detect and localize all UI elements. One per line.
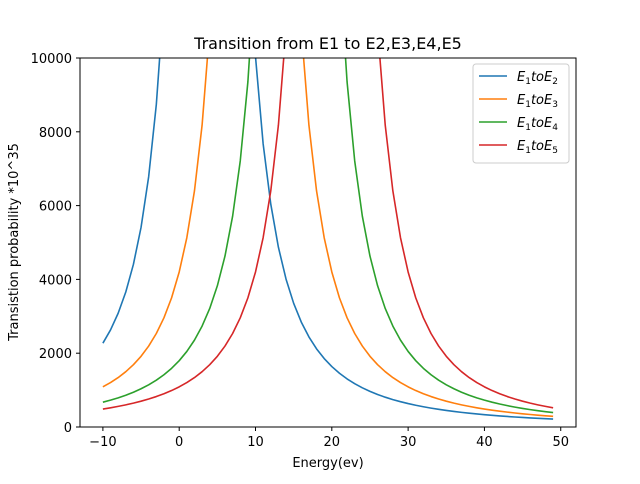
legend-label-part: 4 <box>552 123 558 133</box>
series-line-E1toE3 <box>102 58 554 418</box>
legend-label-E1toE5: E1toE5 <box>517 139 558 156</box>
legend-label-part: 1 <box>525 123 531 133</box>
legend-label-part: 1 <box>525 77 531 87</box>
legend-label-part: toE <box>531 116 553 131</box>
y-axis-label: Transistion probability *10^35 <box>7 143 22 342</box>
y-axis: 0 2000 4000 6000 8000 10000 <box>31 52 80 436</box>
x-axis-label: Energy(ev) <box>292 456 363 471</box>
legend-label-part: 3 <box>552 100 558 110</box>
series-layer <box>102 58 554 420</box>
y-tick-label: 0 <box>64 421 72 436</box>
legend-label-E1toE2: E1toE2 <box>517 70 558 87</box>
legend-label-part: toE <box>531 139 553 154</box>
legend-label-part: E <box>517 116 526 131</box>
y-tick-label: 4000 <box>39 273 72 288</box>
legend-label-E1toE3: E1toE3 <box>517 93 558 110</box>
legend-label-part: toE <box>531 93 553 108</box>
legend-box <box>472 63 570 164</box>
x-tick-label: 40 <box>476 435 493 450</box>
plot-frame <box>79 57 577 428</box>
legend-label-part: E <box>517 70 526 85</box>
chart-title: Transition from E1 to E2,E3,E4,E5 <box>193 34 462 53</box>
series-line-E1toE2 <box>102 58 554 420</box>
series-line-E1toE4 <box>102 58 554 414</box>
x-tick-label: 30 <box>400 435 417 450</box>
y-tick-label: 8000 <box>39 126 72 141</box>
x-tick-label: 0 <box>175 435 183 450</box>
legend-label-part: 1 <box>525 100 531 110</box>
x-tick-label: −10 <box>89 435 116 450</box>
legend-label-part: 1 <box>525 146 531 156</box>
x-tick-label: 50 <box>552 435 569 450</box>
x-tick-label: 10 <box>247 435 264 450</box>
series-line-E1toE5 <box>102 58 554 410</box>
legend-label-part: E <box>517 139 526 154</box>
legend-label-part: toE <box>531 70 553 85</box>
legend-label-part: 2 <box>552 77 558 87</box>
y-tick-label: 10000 <box>31 52 72 67</box>
legend-label-E1toE4: E1toE4 <box>517 116 558 133</box>
legend-label-part: 5 <box>552 146 558 156</box>
legend-label-part: E <box>517 93 526 108</box>
y-tick-label: 6000 <box>39 200 72 215</box>
y-tick-label: 2000 <box>39 347 72 362</box>
x-tick-label: 20 <box>324 435 341 450</box>
x-axis: −10 0 10 20 30 40 50 <box>89 427 569 450</box>
